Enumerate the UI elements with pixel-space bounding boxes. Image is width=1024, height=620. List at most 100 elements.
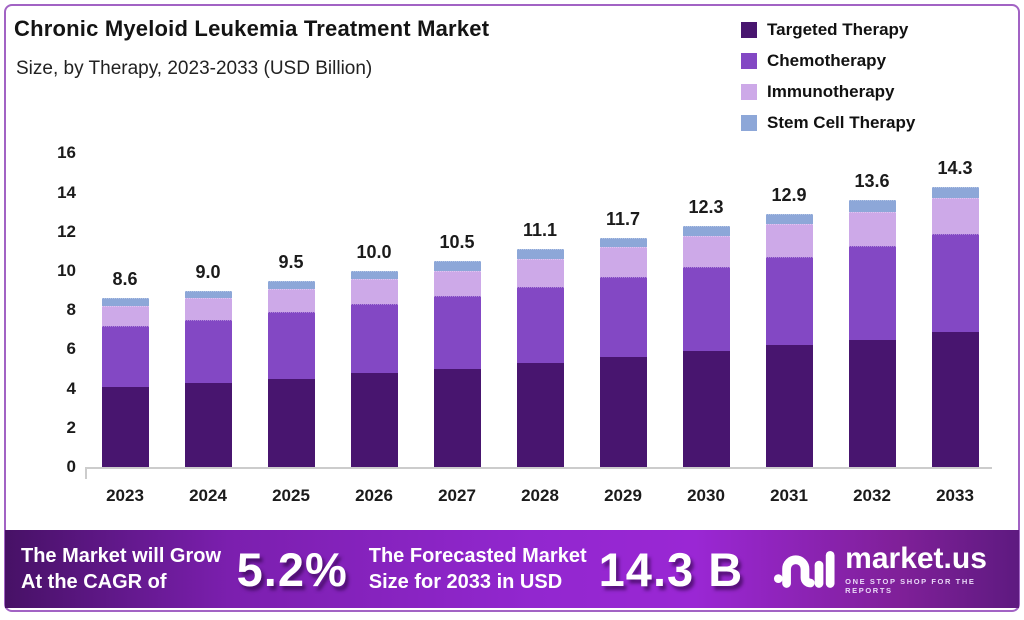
bar-2025-chemotherapy [267, 312, 315, 379]
bar-2023-immunotherapy [101, 306, 149, 326]
legend-item-stem-cell-therapy: Stem Cell Therapy [741, 113, 915, 133]
x-axis-label-2029: 2029 [604, 486, 642, 505]
bar-2028-targeted-therapy [516, 363, 564, 467]
legend-item-chemotherapy: Chemotherapy [741, 51, 915, 71]
legend-item-targeted-therapy: Targeted Therapy [741, 20, 915, 40]
cagr-label: The Market will Grow At the CAGR of [21, 543, 237, 595]
x-axis-label-2023: 2023 [106, 486, 144, 505]
x-axis-label-2027: 2027 [438, 486, 476, 505]
cagr-value: 5.2% [236, 542, 348, 596]
bar-2028-chemotherapy [516, 286, 564, 364]
x-axis-origin-tick [85, 467, 87, 479]
y-axis-tick-2: 2 [66, 417, 76, 437]
bar-2026-stem-cell-therapy [350, 271, 398, 279]
bar-2027-stem-cell-therapy [433, 261, 481, 271]
marketus-logo-text: market.us ONE STOP SHOP FOR THE REPORTS [845, 543, 999, 595]
bar-total-label-2027: 10.5 [439, 232, 475, 253]
decorative-border [4, 4, 1020, 612]
legend-label: Stem Cell Therapy [767, 113, 916, 132]
y-axis-tick-4: 4 [66, 378, 76, 398]
forecast-label-line2: Size for 2033 in USD [368, 571, 563, 593]
bar-2027-chemotherapy [433, 296, 481, 369]
bar-2025-stem-cell-therapy [267, 280, 315, 289]
x-axis-label-2031: 2031 [770, 486, 808, 505]
bar-2026-immunotherapy [350, 278, 398, 305]
legend-label: Targeted Therapy [767, 20, 909, 39]
chart-legend: Targeted Therapy Chemotherapy Immunotherap… [741, 20, 915, 133]
bar-2026-targeted-therapy [350, 372, 398, 467]
bar-2023-chemotherapy [101, 325, 149, 387]
legend-label: Chemotherapy [767, 51, 887, 70]
bar-2029-immunotherapy [599, 247, 647, 277]
bar-2033-chemotherapy [931, 233, 979, 332]
x-axis-label-2032: 2032 [853, 486, 891, 505]
x-axis-label-2025: 2025 [272, 486, 310, 505]
bar-2033-targeted-therapy [931, 331, 979, 467]
bar-2029-chemotherapy [599, 276, 647, 358]
forecast-label-line1: The Forecasted Market [368, 545, 587, 567]
bar-2032-immunotherapy [848, 212, 896, 246]
x-axis-label-2028: 2028 [521, 486, 559, 505]
bar-2031-immunotherapy [765, 223, 813, 258]
legend-label: Immunotherapy [767, 82, 895, 101]
legend-swatch-icon [741, 53, 757, 69]
bar-total-label-2029: 11.7 [605, 208, 641, 229]
x-axis-label-2026: 2026 [355, 486, 393, 505]
y-axis-tick-0: 0 [66, 457, 76, 476]
bar-total-label-2033: 14.3 [937, 157, 973, 178]
bar-total-label-2024: 9.0 [195, 261, 221, 282]
marketus-logo-icon [773, 543, 835, 596]
y-axis-tick-8: 8 [66, 300, 76, 320]
footer-banner: The Market will Grow At the CAGR of 5.2%… [5, 530, 1019, 608]
y-axis-tick-6: 6 [66, 339, 76, 359]
marketus-logo: market.us ONE STOP SHOP FOR THE REPORTS [773, 543, 999, 596]
bar-2029-targeted-therapy [599, 357, 647, 467]
bar-total-label-2028: 11.1 [522, 220, 558, 241]
legend-swatch-icon [741, 115, 757, 131]
y-axis-tick-14: 14 [57, 182, 76, 202]
bar-2024-immunotherapy [184, 298, 232, 320]
bar-total-label-2030: 12.3 [688, 196, 724, 217]
x-axis-label-2033: 2033 [936, 486, 974, 505]
bar-2030-stem-cell-therapy [682, 225, 730, 236]
bar-2030-chemotherapy [682, 267, 730, 352]
bar-2025-targeted-therapy [267, 378, 315, 467]
bar-2024-targeted-therapy [184, 382, 232, 467]
y-axis-tick-10: 10 [57, 261, 76, 280]
legend-item-immunotherapy: Immunotherapy [741, 82, 915, 102]
bar-2031-stem-cell-therapy [765, 214, 813, 224]
bar-total-label-2032: 13.6 [854, 171, 890, 192]
forecast-label: The Forecasted Market Size for 2033 in U… [369, 543, 599, 595]
bar-2025-immunotherapy [267, 288, 315, 313]
bar-2028-immunotherapy [516, 259, 564, 287]
page-subtitle: Size, by Therapy, 2023-2033 (USD Billion… [16, 58, 373, 79]
bar-2026-chemotherapy [350, 304, 398, 373]
bar-2029-stem-cell-therapy [599, 237, 647, 248]
bar-2027-immunotherapy [433, 271, 481, 297]
cagr-label-line2: At the CAGR of [21, 571, 167, 593]
bar-2033-stem-cell-therapy [931, 186, 979, 199]
bar-2031-chemotherapy [765, 257, 813, 346]
bar-2032-stem-cell-therapy [848, 200, 896, 213]
forecast-value: 14.3 B [598, 542, 744, 596]
bar-2030-immunotherapy [682, 235, 730, 268]
bar-2033-immunotherapy [931, 198, 979, 234]
y-axis-tick-12: 12 [57, 221, 76, 241]
bar-2028-stem-cell-therapy [516, 249, 564, 260]
cagr-label-line1: The Market will Grow [21, 545, 222, 567]
y-axis-tick-16: 16 [57, 143, 76, 163]
bar-2031-targeted-therapy [765, 345, 813, 467]
bar-2027-targeted-therapy [433, 369, 481, 467]
bar-2023-stem-cell-therapy [101, 298, 149, 307]
bar-2023-targeted-therapy [101, 386, 149, 467]
legend-swatch-icon [741, 22, 757, 38]
bar-2030-targeted-therapy [682, 351, 730, 467]
bar-total-label-2025: 9.5 [278, 251, 304, 272]
bar-2032-chemotherapy [848, 245, 896, 340]
marketus-logo-tagline: ONE STOP SHOP FOR THE REPORTS [845, 576, 976, 595]
bar-total-label-2023: 8.6 [112, 269, 138, 290]
x-axis-line [86, 467, 992, 469]
bar-2032-targeted-therapy [848, 339, 896, 467]
